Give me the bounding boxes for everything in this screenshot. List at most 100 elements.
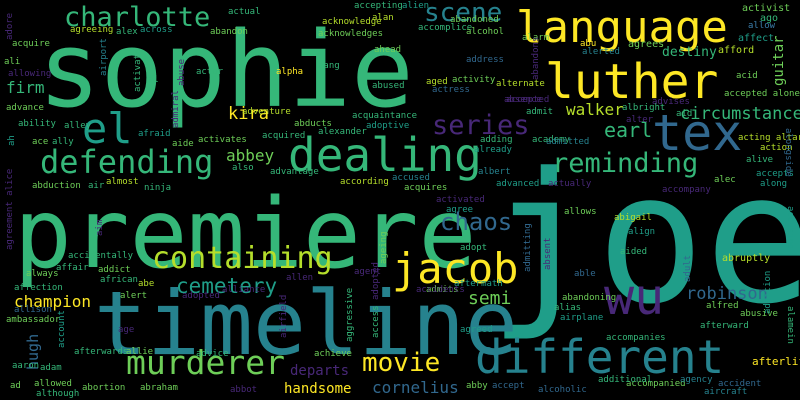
word-destiny: destiny (662, 45, 717, 60)
word-allow2: allow (748, 21, 776, 31)
word-addition: addition (763, 270, 773, 314)
word-aftermath: aftermath (454, 279, 503, 289)
word-acquire: acquire (12, 39, 50, 49)
word-acid: acid (736, 71, 758, 81)
word-alexander: alexander (318, 127, 367, 137)
word-alcohol: alcohol (466, 27, 504, 37)
word-allowed: allowed (34, 379, 72, 389)
word-murderer: murderer (126, 343, 285, 382)
word-accepts: accepts (756, 169, 794, 179)
word-abigail: abigail (614, 213, 652, 223)
word-ability: ability (18, 119, 56, 129)
word-alive: alive (746, 155, 774, 165)
word-ageing: ageing (379, 231, 389, 264)
word-absence: absence (504, 95, 542, 105)
word-activity: activity (452, 75, 496, 85)
word-actor: actor (196, 67, 224, 77)
word-ace: ace (32, 137, 49, 147)
word-aaron: aaron (12, 361, 40, 371)
word-advice: advice (196, 349, 229, 359)
word-aided: aided (620, 247, 648, 257)
word-address: address (466, 55, 504, 65)
word-handsome: handsome (284, 381, 352, 397)
word-air: air (88, 181, 105, 191)
word-admiral: admiral (171, 90, 181, 128)
word-advance: advance (6, 103, 44, 113)
word-abandon: abandon (210, 27, 248, 37)
word-along: along (760, 179, 788, 189)
word-almost: almost (106, 177, 139, 187)
word-tex: tex (652, 104, 743, 162)
word-robinson: robinson (686, 284, 768, 304)
word-earl: earl (604, 118, 653, 142)
word-language: language (516, 2, 728, 53)
word-ninja: ninja (144, 183, 172, 193)
word-alfred: alfred (706, 301, 739, 311)
word-different: different (475, 330, 725, 384)
word-alec: alec (714, 175, 736, 185)
word-firm: firm (6, 78, 45, 97)
word-adopt: adopt (460, 243, 488, 253)
word-accomplice: accomplice (418, 23, 473, 33)
word-abe: abe (138, 279, 155, 289)
word-ago: ago (760, 13, 779, 24)
word-additional: additional (598, 375, 653, 385)
word-advises: advises (652, 97, 690, 107)
word-academy: academy (532, 135, 570, 145)
word-abandoning: abandoning (562, 293, 617, 303)
word-admits: admits (426, 285, 459, 295)
word-adam: adam (40, 363, 62, 373)
word-achieve: achieve (314, 349, 352, 359)
word-across: across (140, 25, 173, 35)
word-abbey: abbey (226, 146, 275, 165)
word-abducts: abducts (294, 119, 332, 129)
word-champion: champion (14, 292, 92, 311)
word-allowing: allowing (8, 69, 52, 79)
word-premiere: premiere (14, 178, 477, 290)
word-timeline: timeline (94, 272, 518, 375)
word-afterwards: afterwards (74, 347, 129, 357)
word-adopted2: adopted (182, 291, 220, 301)
word-accused: accused (392, 173, 430, 183)
word-actual: actual (228, 7, 261, 17)
word-adventure: adventure (242, 107, 291, 117)
word-aid: aid (676, 109, 693, 119)
word-aang: aang (318, 61, 340, 71)
word-alarm: alarm (522, 33, 550, 43)
word-alert: alert (120, 291, 148, 301)
word-semi: semi (468, 288, 512, 309)
word-defending: defending (40, 143, 214, 181)
word-agency: agency (680, 375, 713, 385)
word-ad: ad (10, 381, 21, 391)
word-accidents: accidents (416, 285, 465, 295)
word-albright: albright (622, 103, 666, 113)
word-el: el (82, 104, 133, 153)
word-admit: admit (526, 107, 554, 117)
word-alias: alias (554, 303, 582, 313)
word-abused: abused (372, 81, 405, 91)
word-acknowledges: acknowledges (318, 29, 384, 39)
word-abortion: abortion (82, 383, 126, 393)
word-abruptly: abruptly (722, 253, 771, 264)
word-afterlife: afterlife (752, 355, 800, 368)
word-agrees: agrees (628, 39, 665, 50)
word-account: account (57, 310, 67, 348)
word-abu: abu (580, 39, 597, 49)
word-dealing: dealing (288, 128, 482, 182)
word-agreed: agreed (460, 325, 493, 335)
word-charlotte: charlotte (64, 2, 211, 33)
word-airplane: airplane (560, 313, 604, 323)
word-jacob: jacob (392, 244, 519, 293)
word-adding: adding (480, 135, 513, 145)
word-joe: joe (488, 135, 800, 344)
word-albert: albert (478, 167, 511, 177)
word-also: also (232, 163, 254, 173)
word-walker: walker (566, 100, 624, 119)
word-movie: movie (362, 348, 441, 378)
word-abusive: abusive (740, 309, 778, 319)
word-already: already (474, 145, 512, 155)
word-adult: adult (683, 254, 693, 282)
word-always: always (26, 269, 59, 279)
word-aide: aide (172, 139, 194, 149)
word-affair: affair (56, 263, 89, 273)
